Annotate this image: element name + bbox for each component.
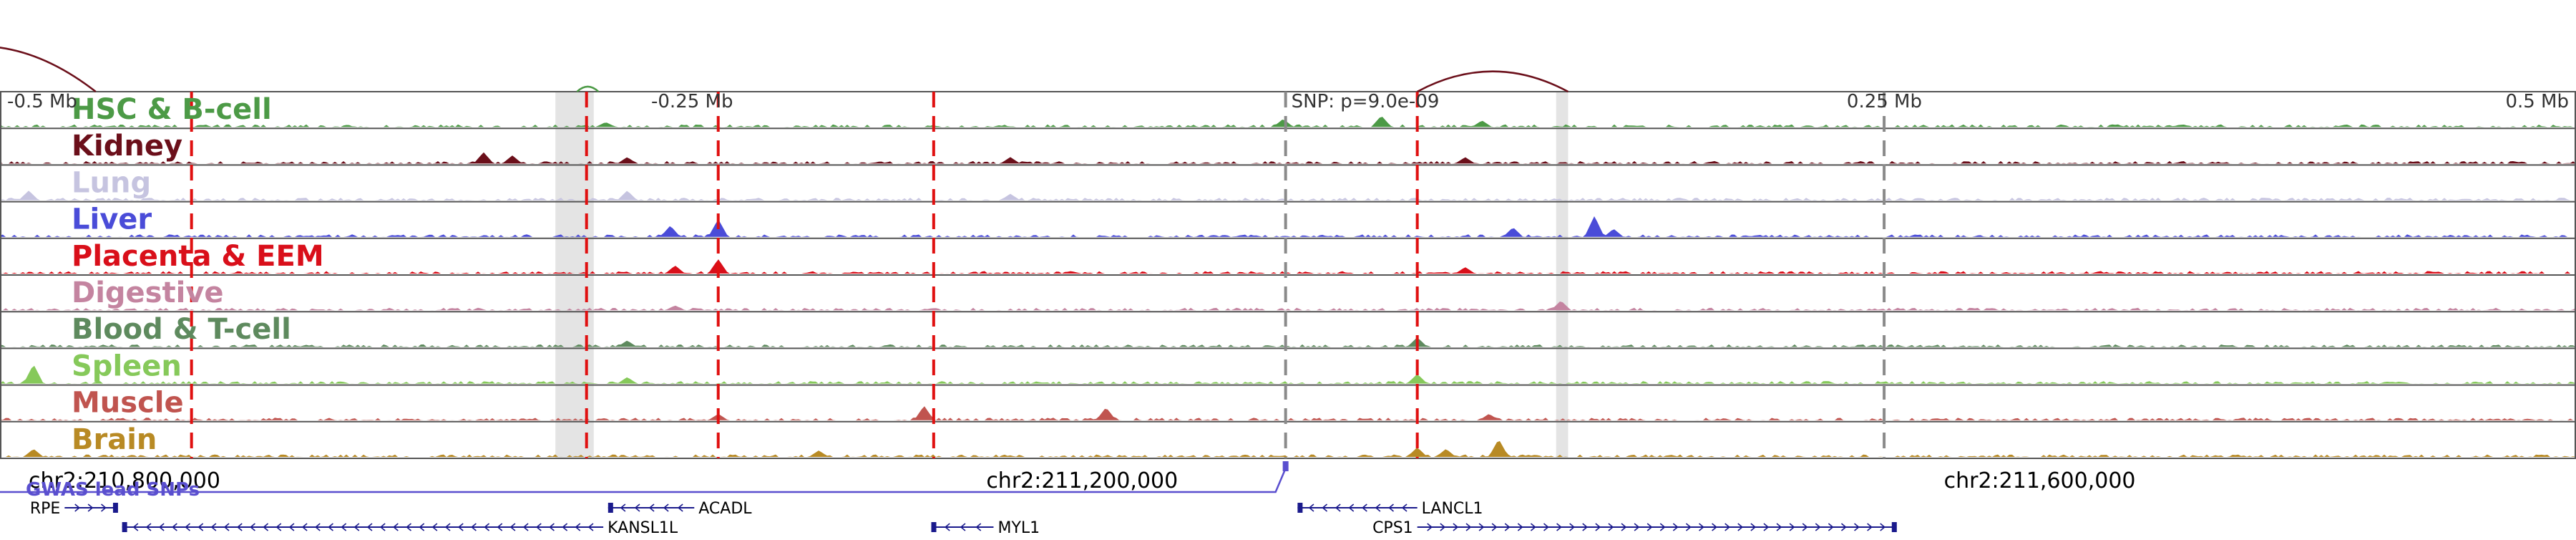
- strand-chevrons: [620, 503, 683, 512]
- track-label: Digestive: [72, 276, 224, 309]
- snp-label: SNP: p=9.0e-09: [1292, 91, 1440, 112]
- gwas-snp-marker: [1282, 461, 1289, 471]
- gene-exon: [931, 522, 937, 532]
- scale-label: 0.5 Mb: [2505, 91, 2569, 112]
- gene-label: MYL1: [997, 519, 1040, 537]
- gene-exon: [1297, 503, 1303, 513]
- gene-label: ACADL: [698, 500, 752, 518]
- track-label: Kidney: [72, 130, 182, 163]
- coordinate-label: chr2:211,600,000: [1944, 468, 2136, 493]
- signal-track-1: [0, 152, 2576, 164]
- gene-exon: [608, 503, 613, 513]
- gene-exon: [122, 522, 127, 532]
- signal-track-3: [0, 216, 2576, 237]
- gwas-label: GWAS lead SNPs: [26, 479, 200, 501]
- interaction-arc: [576, 85, 600, 92]
- signal-track-6: [0, 337, 2576, 347]
- gene-myl1: MYL1: [931, 519, 1040, 537]
- track-label: Placenta & EEM: [72, 240, 324, 273]
- coordinate-axis: chr2:210,800,000 chr2:211,200,000 chr2:211…: [29, 468, 2135, 493]
- variant-markers: [190, 92, 1886, 458]
- gene-cps1: CPS1: [1372, 519, 1897, 537]
- gwas-track: GWAS lead SNPs: [0, 461, 1289, 501]
- gene-label: LANCL1: [1422, 500, 1483, 518]
- track-label: HSC & B-cell: [72, 93, 272, 126]
- gene-label: CPS1: [1372, 519, 1413, 537]
- track-label: Lung: [72, 166, 151, 199]
- gene-label: RPE: [30, 500, 60, 518]
- track-label: Muscle: [72, 387, 184, 420]
- strand-chevrons: [1427, 523, 1885, 531]
- gene-acadl: ACADL: [608, 500, 752, 518]
- signal-track-5: [0, 302, 2576, 311]
- interaction-arc: [0, 47, 97, 92]
- signal-track-4: [0, 259, 2576, 274]
- track-label: Blood & T-cell: [72, 313, 291, 346]
- scale-label: 0.25 Mb: [1847, 91, 1922, 112]
- scale-labels: -0.5 Mb -0.25 Mb 0.25 Mb 0.5 Mb SNP: p=9.0e-…: [7, 91, 2569, 112]
- gene-track: RPE KANSL1L ACADL MYL1 LANCL1 CPS1: [30, 500, 1897, 537]
- signal-track-0: [0, 117, 2576, 127]
- strand-chevrons: [74, 503, 107, 512]
- strand-chevrons: [1308, 503, 1407, 512]
- signal-track-8: [0, 406, 2576, 420]
- track-label: Spleen: [72, 349, 182, 382]
- coordinate-label: chr2:210,800,000: [29, 468, 220, 493]
- scale-label: -0.5 Mb: [7, 91, 77, 112]
- scale-label: -0.25 Mb: [651, 91, 733, 112]
- interaction-arc: [1417, 70, 1569, 93]
- gwas-connector: [0, 468, 1287, 493]
- signal-track-9: [0, 440, 2576, 457]
- signal-track-2: [0, 191, 2576, 201]
- track-label: Liver: [72, 203, 152, 236]
- gene-rpe: RPE: [30, 500, 118, 518]
- signal-track-7: [0, 365, 2576, 384]
- gene-exon: [1891, 522, 1897, 532]
- gene-label: KANSL1L: [608, 519, 678, 537]
- strand-chevrons: [132, 523, 594, 531]
- track-grid: [0, 91, 2576, 459]
- coordinate-label: chr2:211,200,000: [986, 468, 1178, 493]
- track-label: Brain: [72, 423, 157, 456]
- interaction-arcs: [0, 47, 1569, 93]
- signal-tracks: [0, 117, 2576, 457]
- strand-chevrons: [944, 523, 982, 531]
- gene-exon: [112, 503, 118, 513]
- gene-lancl1: LANCL1: [1297, 500, 1483, 518]
- gene-kansl1l: KANSL1L: [122, 519, 678, 537]
